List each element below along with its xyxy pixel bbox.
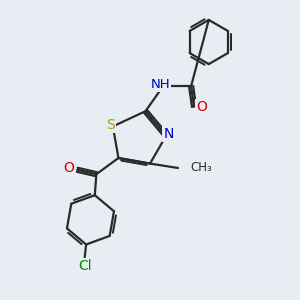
Text: Cl: Cl: [78, 259, 92, 273]
Text: CH₃: CH₃: [190, 161, 212, 175]
Text: S: S: [106, 118, 115, 132]
Text: O: O: [196, 100, 207, 114]
Text: NH: NH: [150, 78, 170, 91]
Text: N: N: [163, 127, 174, 141]
Text: O: O: [64, 161, 74, 175]
